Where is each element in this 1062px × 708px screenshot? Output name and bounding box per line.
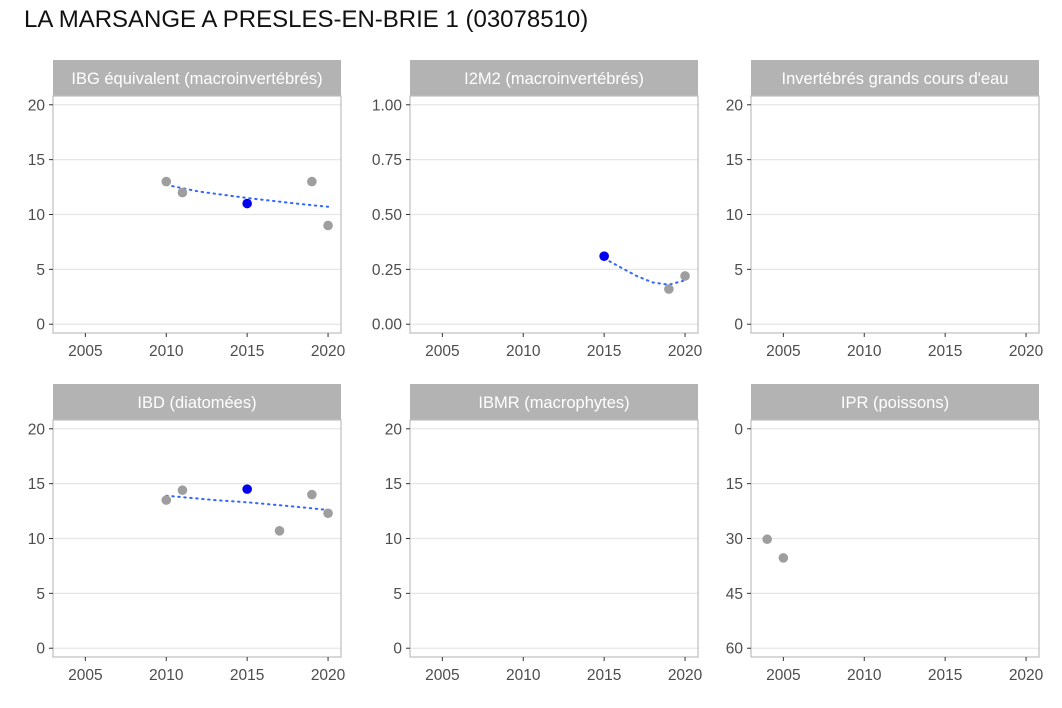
facet-strip (53, 384, 341, 420)
data-point (664, 284, 674, 294)
y-tick-label: 0.75 (372, 152, 402, 169)
facet-strip (751, 60, 1039, 96)
x-tick-label: 2005 (766, 343, 800, 360)
x-tick-label: 2015 (587, 667, 621, 684)
facet-strip (410, 60, 698, 96)
x-tick-label: 2005 (425, 343, 459, 360)
y-tick-label: 15 (28, 152, 45, 169)
y-tick-label: 15 (726, 152, 743, 169)
y-tick-label: 5 (36, 262, 45, 279)
y-tick-label: 1.00 (372, 97, 403, 114)
facet-strip (410, 384, 698, 420)
y-tick-label: 20 (28, 97, 46, 114)
x-tick-label: 2005 (425, 667, 459, 684)
data-point (274, 526, 285, 536)
y-tick-label: 0.00 (372, 317, 403, 334)
x-tick-label: 2010 (506, 343, 541, 360)
x-tick-label: 2020 (311, 667, 346, 684)
x-tick-label: 2020 (1009, 343, 1044, 360)
highlighted-point (599, 251, 609, 261)
data-point (307, 489, 317, 500)
y-tick-label: 0 (734, 317, 743, 334)
y-tick-label: 15 (28, 476, 45, 493)
x-tick-label: 2005 (68, 667, 102, 684)
trend-line (165, 494, 330, 511)
facet-title: Invertébrés grands cours d'eau (782, 70, 1009, 88)
x-tick-label: 2010 (506, 667, 541, 684)
x-tick-label: 2015 (928, 343, 962, 360)
y-tick-label: 20 (385, 421, 403, 438)
y-tick-label: 45 (726, 586, 743, 603)
y-tick-label: 0.50 (372, 207, 403, 224)
x-tick-label: 2015 (230, 343, 264, 360)
data-point (307, 176, 317, 187)
trend-line (603, 257, 687, 286)
x-tick-label: 2005 (68, 343, 102, 360)
x-tick-label: 2020 (668, 667, 703, 684)
y-tick-label: 5 (393, 586, 402, 603)
y-tick-label: 0 (36, 641, 45, 658)
y-tick-label: 0 (393, 641, 402, 658)
y-tick-label: 0.25 (372, 262, 402, 279)
data-point (161, 176, 172, 187)
facet-title: IBD (diatomées) (137, 394, 256, 412)
y-tick-label: 10 (385, 531, 403, 548)
y-tick-label: 20 (28, 421, 46, 438)
data-point (762, 534, 772, 545)
facet-title: I2M2 (macroinvertébrés) (464, 70, 644, 88)
facet-title: IBMR (macrophytes) (478, 394, 629, 412)
facet-strip (53, 60, 341, 96)
y-tick-label: 20 (726, 97, 744, 114)
x-tick-label: 2020 (311, 343, 346, 360)
facet-panel: I2M2 (macroinvertébrés) 0.00 0.25 0.50 0.75 1… (372, 60, 703, 360)
x-tick-label: 2015 (928, 667, 962, 684)
data-point (323, 508, 333, 519)
y-tick-label: 60 (726, 641, 744, 658)
y-tick-label: 0 (734, 421, 743, 438)
facet-title: IBG équivalent (macroinvertébrés) (71, 70, 322, 88)
y-tick-label: 10 (28, 207, 46, 224)
data-point (680, 271, 690, 281)
y-tick-label: 10 (726, 207, 744, 224)
page-title: LA MARSANGE A PRESLES-EN-BRIE 1 (0307851… (24, 6, 589, 33)
highlighted-point (242, 484, 252, 494)
x-tick-label: 2005 (766, 667, 800, 684)
data-point (161, 495, 172, 505)
x-tick-label: 2010 (847, 343, 882, 360)
x-tick-label: 2015 (230, 667, 264, 684)
x-tick-label: 2010 (149, 667, 184, 684)
facet-panel: IBD (diatomées) 0 5 10 15 20 2005 2010 2015 2020 (28, 384, 346, 684)
highlighted-point (242, 198, 252, 209)
data-point (177, 485, 188, 496)
facet-strip (751, 384, 1039, 420)
x-tick-label: 2015 (587, 343, 621, 360)
facet-title: IPR (poissons) (841, 394, 949, 412)
data-point (323, 220, 333, 231)
y-tick-label: 30 (726, 531, 744, 548)
x-tick-label: 2010 (847, 667, 882, 684)
y-tick-label: 5 (36, 586, 45, 603)
y-tick-label: 0 (36, 317, 45, 334)
facet-panel: IBMR (macrophytes) 0 5 10 15 20 2005 2010 2015 20… (385, 384, 703, 684)
x-tick-label: 2010 (149, 343, 184, 360)
y-tick-label: 15 (385, 476, 402, 493)
y-tick-label: 10 (28, 531, 46, 548)
y-tick-label: 5 (734, 262, 743, 279)
x-tick-label: 2020 (1009, 667, 1044, 684)
facet-panel: IPR (poissons) 0 15 30 45 60 2005 2010 2015 2020 (726, 384, 1044, 684)
y-tick-label: 15 (726, 476, 743, 493)
data-point (177, 187, 188, 198)
data-point (778, 553, 789, 563)
facet-panel: Invertébrés grands cours d'eau0510152020… (726, 60, 1044, 360)
facet-panel: IBG équivalent (macroinvertébrés) 0 5 10 15 2… (28, 60, 346, 360)
x-tick-label: 2020 (668, 343, 703, 360)
